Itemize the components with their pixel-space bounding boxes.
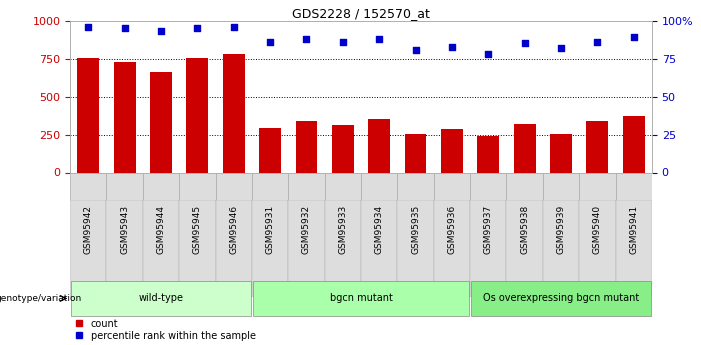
Point [519, 41, 530, 46]
Bar [470, 172, 506, 200]
Text: GSM95944: GSM95944 [156, 205, 165, 254]
Bar [471, 282, 651, 315]
Bar [434, 172, 470, 200]
Bar [514, 124, 536, 172]
Text: wild-type: wild-type [139, 294, 184, 303]
Point [228, 24, 239, 30]
Bar [77, 58, 100, 172]
Text: bgcn mutant: bgcn mutant [329, 294, 393, 303]
Text: GSM95937: GSM95937 [484, 205, 493, 254]
Bar [361, 200, 397, 297]
Bar [397, 200, 434, 297]
Text: GSM95942: GSM95942 [84, 205, 93, 254]
Bar [550, 134, 572, 172]
Bar [506, 172, 543, 200]
Bar [434, 200, 470, 297]
Bar [70, 200, 107, 297]
Point [555, 45, 566, 51]
Point [628, 34, 639, 40]
Point [483, 51, 494, 57]
Bar [615, 172, 652, 200]
Text: Os overexpressing bgcn mutant: Os overexpressing bgcn mutant [483, 294, 639, 303]
Bar [252, 172, 288, 200]
Text: GSM95940: GSM95940 [593, 205, 602, 254]
Bar [70, 172, 107, 200]
Text: GSM95941: GSM95941 [629, 205, 638, 254]
Bar [470, 200, 506, 297]
Point [592, 39, 603, 45]
Point [156, 29, 167, 34]
Point [119, 26, 130, 31]
Point [192, 26, 203, 31]
Bar [179, 172, 216, 200]
Legend: count, percentile rank within the sample: count, percentile rank within the sample [75, 319, 256, 341]
Bar [325, 172, 361, 200]
Bar [288, 172, 325, 200]
Text: GSM95934: GSM95934 [375, 205, 383, 254]
Title: GDS2228 / 152570_at: GDS2228 / 152570_at [292, 7, 430, 20]
Point [374, 36, 385, 42]
Bar [114, 62, 135, 172]
Bar [543, 200, 579, 297]
Bar [332, 125, 354, 172]
Text: GSM95931: GSM95931 [266, 205, 275, 254]
Bar [397, 172, 434, 200]
Bar [296, 121, 318, 172]
Bar [107, 200, 143, 297]
Text: GSM95938: GSM95938 [520, 205, 529, 254]
Bar [223, 54, 245, 172]
Text: GSM95943: GSM95943 [120, 205, 129, 254]
Bar [506, 200, 543, 297]
Bar [477, 136, 499, 172]
Bar [441, 129, 463, 172]
Bar [216, 172, 252, 200]
Bar [216, 200, 252, 297]
Bar [368, 119, 390, 172]
Bar [143, 200, 179, 297]
Bar [622, 116, 645, 172]
Bar [71, 282, 251, 315]
Text: GSM95939: GSM95939 [557, 205, 566, 254]
Text: GSM95945: GSM95945 [193, 205, 202, 254]
Point [447, 44, 458, 49]
Bar [179, 200, 216, 297]
Bar [404, 134, 426, 172]
Point [301, 36, 312, 42]
Point [337, 39, 348, 45]
Bar [325, 200, 361, 297]
Text: GSM95935: GSM95935 [411, 205, 420, 254]
Bar [143, 172, 179, 200]
Bar [288, 200, 325, 297]
Bar [615, 200, 652, 297]
Bar [150, 72, 172, 172]
Bar [579, 200, 615, 297]
Text: GSM95933: GSM95933 [339, 205, 347, 254]
Text: genotype/variation: genotype/variation [0, 294, 82, 303]
Bar [186, 58, 208, 172]
Bar [543, 172, 579, 200]
Bar [107, 172, 143, 200]
Text: GSM95946: GSM95946 [229, 205, 238, 254]
Bar [252, 200, 288, 297]
Point [83, 24, 94, 30]
Point [410, 47, 421, 52]
Bar [252, 282, 470, 315]
Text: GSM95936: GSM95936 [447, 205, 456, 254]
Bar [579, 172, 615, 200]
Point [264, 39, 275, 45]
Bar [587, 121, 608, 172]
Text: GSM95932: GSM95932 [302, 205, 311, 254]
Bar [361, 172, 397, 200]
Bar [259, 128, 281, 172]
